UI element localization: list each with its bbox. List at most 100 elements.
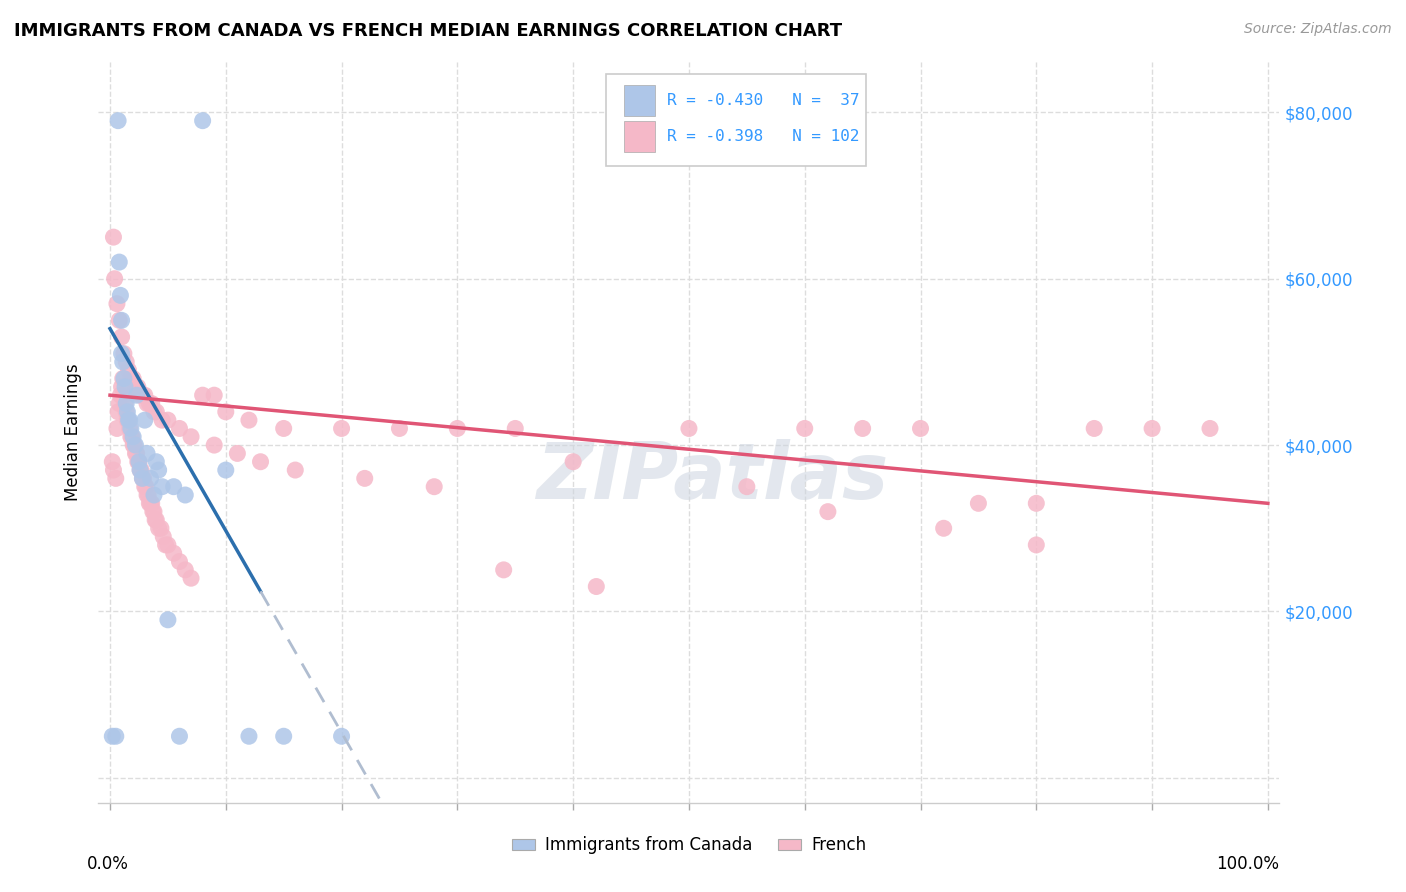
Point (492, 563, 515, 577)
Point (238, 413, 260, 427)
Point (143, 505, 166, 519)
Point (110, 288, 132, 302)
Point (110, 346, 132, 360)
Point (143, 405, 166, 419)
Point (202, 388, 225, 402)
Point (134, 413, 156, 427)
Point (101, 729, 124, 743)
Point (136, 396, 159, 410)
Point (138, 496, 160, 510)
Text: ZIPatlas: ZIPatlas (537, 439, 889, 515)
Point (117, 405, 139, 419)
Point (122, 430, 145, 444)
Point (273, 421, 295, 435)
Point (145, 405, 167, 419)
Point (169, 729, 191, 743)
Point (967, 496, 990, 510)
Point (135, 480, 157, 494)
Point (138, 396, 160, 410)
Point (139, 471, 162, 485)
Point (226, 446, 249, 460)
Point (110, 388, 132, 402)
Point (202, 438, 225, 452)
Point (163, 480, 186, 494)
Point (131, 471, 153, 485)
Point (132, 471, 155, 485)
Y-axis label: Median Earnings: Median Earnings (65, 364, 83, 501)
Point (122, 438, 145, 452)
Point (124, 380, 146, 394)
Point (107, 405, 129, 419)
Point (149, 521, 172, 535)
Point (111, 371, 134, 385)
Point (105, 421, 128, 435)
Point (110, 330, 132, 344)
Point (117, 363, 139, 377)
Point (156, 538, 179, 552)
Point (585, 580, 607, 594)
Point (112, 371, 135, 385)
Point (215, 405, 238, 419)
Point (141, 396, 163, 410)
Point (273, 729, 295, 743)
Point (174, 488, 197, 502)
Point (115, 405, 138, 419)
Point (112, 388, 135, 402)
Point (152, 530, 174, 544)
Point (142, 505, 165, 519)
Point (111, 355, 134, 369)
Point (128, 455, 150, 469)
Point (163, 546, 186, 560)
Point (101, 455, 124, 469)
Point (110, 380, 132, 394)
Point (103, 463, 125, 477)
Point (114, 380, 136, 394)
Point (148, 521, 170, 535)
Point (793, 421, 815, 435)
Point (932, 521, 955, 535)
Point (817, 505, 839, 519)
Point (156, 413, 179, 427)
Point (120, 430, 142, 444)
Point (423, 480, 446, 494)
Point (150, 413, 173, 427)
Point (105, 296, 128, 310)
Point (131, 471, 153, 485)
Point (852, 421, 875, 435)
Point (191, 388, 214, 402)
Point (117, 413, 139, 427)
Point (131, 388, 153, 402)
Point (115, 355, 138, 369)
Point (678, 421, 700, 435)
Point (104, 729, 127, 743)
Point (156, 613, 179, 627)
Text: 100.0%: 100.0% (1216, 855, 1279, 872)
Point (129, 463, 152, 477)
Point (148, 463, 170, 477)
Point (1025, 496, 1047, 510)
Point (143, 488, 166, 502)
Point (1199, 421, 1222, 435)
Point (562, 455, 585, 469)
Point (180, 571, 202, 585)
Point (114, 396, 136, 410)
Point (110, 313, 132, 327)
Point (117, 413, 139, 427)
Point (910, 421, 932, 435)
Point (169, 555, 191, 569)
Point (125, 446, 148, 460)
Point (129, 388, 152, 402)
Point (1025, 538, 1047, 552)
Point (108, 255, 131, 269)
Point (145, 513, 167, 527)
Point (121, 430, 143, 444)
Point (330, 729, 353, 743)
Point (143, 513, 166, 527)
Point (115, 396, 138, 410)
Point (136, 488, 159, 502)
Legend: Immigrants from Canada, French: Immigrants from Canada, French (505, 830, 873, 861)
Point (191, 113, 214, 128)
Point (446, 421, 468, 435)
Point (503, 421, 526, 435)
Point (108, 396, 131, 410)
